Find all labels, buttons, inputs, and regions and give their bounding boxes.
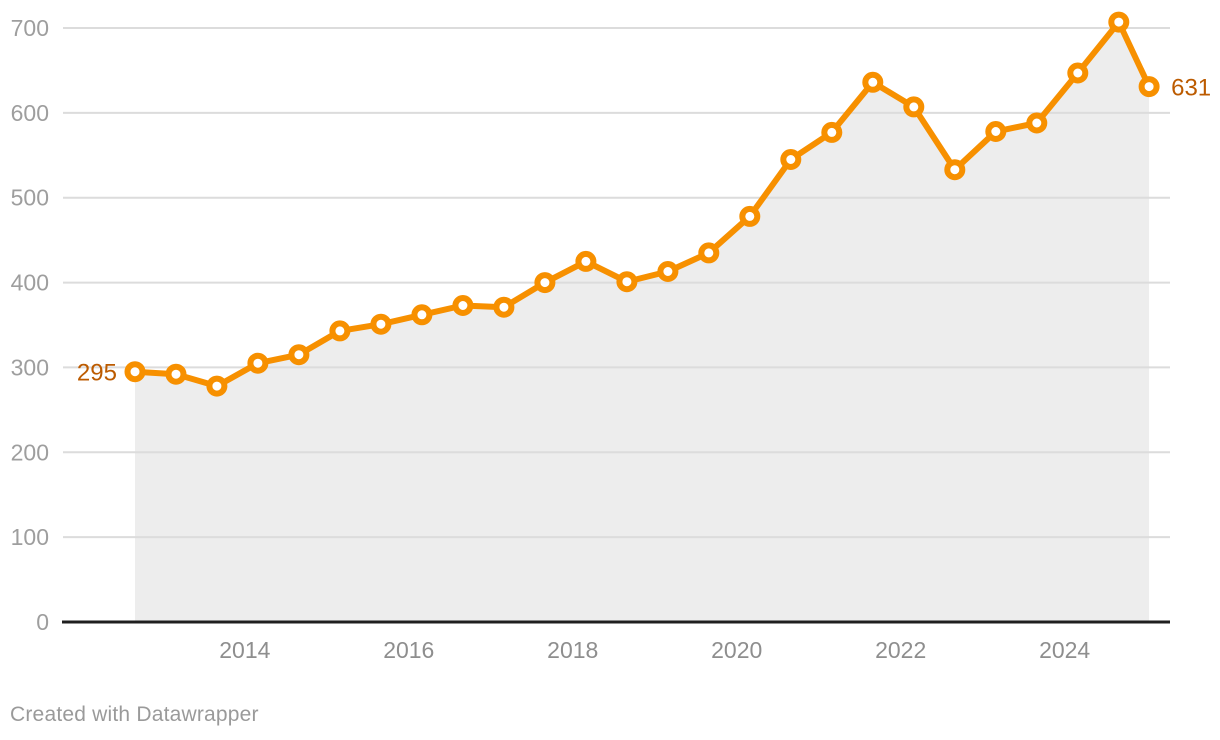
y-tick-label: 200 xyxy=(11,439,49,465)
data-point-marker[interactable] xyxy=(534,272,556,294)
data-point-marker[interactable] xyxy=(493,296,515,318)
data-point-marker[interactable] xyxy=(739,205,761,227)
area-fill xyxy=(135,22,1150,623)
data-point-marker[interactable] xyxy=(944,159,966,181)
data-point-marker[interactable] xyxy=(165,363,187,385)
data-point-marker[interactable] xyxy=(903,96,925,118)
data-point-marker[interactable] xyxy=(370,313,392,335)
data-point-marker[interactable] xyxy=(124,361,146,383)
data-point-marker[interactable] xyxy=(1108,11,1130,33)
data-point-marker[interactable] xyxy=(616,271,638,293)
y-tick-label: 500 xyxy=(11,185,49,211)
data-point-marker[interactable] xyxy=(288,344,310,366)
data-point-marker[interactable] xyxy=(1067,62,1089,84)
data-point-marker[interactable] xyxy=(206,375,228,397)
x-tick-label: 2020 xyxy=(711,637,762,663)
x-tick-label: 2014 xyxy=(219,637,270,663)
data-point-marker[interactable] xyxy=(575,250,597,272)
x-tick-label: 2018 xyxy=(547,637,598,663)
data-point-marker[interactable] xyxy=(698,242,720,264)
y-tick-label: 300 xyxy=(11,354,49,380)
last-value-label: 631 xyxy=(1171,75,1211,102)
x-tick-label: 2016 xyxy=(383,637,434,663)
x-tick-label: 2024 xyxy=(1039,637,1090,663)
data-point-marker[interactable] xyxy=(411,304,433,326)
data-point-marker[interactable] xyxy=(862,71,884,93)
first-value-label: 295 xyxy=(77,360,117,387)
data-point-marker[interactable] xyxy=(1026,112,1048,134)
datawrapper-credit[interactable]: Created with Datawrapper xyxy=(10,703,259,726)
data-point-marker[interactable] xyxy=(247,352,269,374)
y-tick-label: 100 xyxy=(11,524,49,550)
data-point-marker[interactable] xyxy=(657,261,679,282)
data-point-marker[interactable] xyxy=(985,121,1007,142)
y-tick-label: 400 xyxy=(11,270,49,296)
y-tick-label: 700 xyxy=(11,15,49,41)
data-point-marker[interactable] xyxy=(780,149,802,170)
y-tick-label: 0 xyxy=(36,609,49,635)
y-tick-label: 600 xyxy=(11,100,49,126)
data-point-marker[interactable] xyxy=(1138,76,1160,98)
data-point-marker[interactable] xyxy=(821,121,843,143)
x-tick-label: 2022 xyxy=(875,637,926,663)
data-point-marker[interactable] xyxy=(452,295,474,316)
data-point-marker[interactable] xyxy=(329,320,351,342)
